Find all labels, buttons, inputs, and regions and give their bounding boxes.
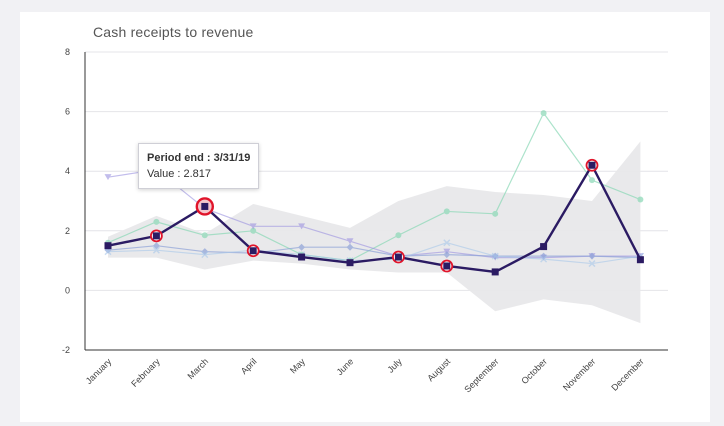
x-tick-label-november: November — [561, 356, 597, 392]
y-tick-label-6: 6 — [65, 107, 70, 117]
x-tick-label-august: August — [425, 356, 452, 383]
series-group — [104, 110, 644, 276]
point-primary-march — [201, 202, 209, 210]
x-tick-label-june: June — [335, 356, 356, 377]
point-peer-d-november — [588, 260, 596, 268]
point-primary-july — [394, 253, 402, 261]
point-peer-a-november — [589, 177, 595, 184]
point-peer-c-may — [298, 243, 306, 251]
point-peer-d-september — [491, 252, 499, 260]
range-band-area — [108, 141, 641, 324]
point-peer-d-february — [152, 246, 160, 254]
point-peer-a-august — [443, 208, 450, 215]
point-peer-d-march — [201, 251, 209, 259]
point-peer-a-october — [540, 110, 547, 117]
x-tick-label-may: May — [288, 356, 307, 375]
y-tick-label-8: 8 — [65, 47, 70, 57]
x-tick-label-february: February — [129, 356, 162, 389]
x-tick-label-april: April — [239, 356, 259, 376]
point-peer-a-february — [153, 218, 160, 225]
point-primary-february — [152, 232, 160, 240]
point-primary-january — [104, 242, 112, 250]
x-tick-label-march: March — [185, 356, 210, 381]
tooltip-value: Value : 2.817 — [147, 168, 212, 180]
y-tick-label-0: 0 — [65, 285, 70, 295]
point-peer-d-january — [104, 248, 112, 256]
y-tick-label--2: -2 — [62, 345, 70, 355]
x-tick-label-july: July — [385, 356, 404, 375]
point-primary-september — [491, 268, 499, 276]
point-peer-c-june — [346, 243, 354, 251]
point-primary-may — [298, 253, 306, 261]
point-peer-b-january — [104, 174, 112, 181]
point-peer-d-august — [443, 239, 451, 247]
x-tick-label-september: September — [462, 356, 500, 394]
chart-title: Cash receipts to revenue — [93, 24, 254, 40]
point-peer-a-december — [637, 196, 644, 203]
point-peer-c-november — [588, 252, 596, 260]
point-peer-b-april — [249, 223, 257, 230]
point-peer-a-july — [395, 232, 402, 239]
y-tick-label-2: 2 — [65, 226, 70, 236]
point-primary-august — [443, 262, 451, 270]
point-primary-november — [588, 161, 596, 169]
series-line-primary — [107, 164, 642, 274]
range-band — [108, 141, 641, 324]
x-tick-label-december: December — [609, 356, 645, 392]
series-line-peer-c — [107, 245, 641, 259]
series-line-peer-b — [107, 169, 641, 259]
point-primary-october — [540, 243, 548, 251]
point-primary-april — [249, 247, 257, 255]
x-tick-label-october: October — [519, 356, 549, 386]
point-peer-b-may — [298, 223, 306, 230]
point-peer-a-march — [201, 232, 208, 239]
point-primary-june — [346, 259, 354, 267]
series-primary — [104, 158, 644, 276]
y-tick-label-4: 4 — [65, 166, 70, 176]
point-primary-december — [636, 256, 644, 264]
point-peer-b-june — [346, 238, 354, 245]
axes — [84, 52, 668, 351]
series-line-peer-a — [107, 112, 641, 262]
point-peer-a-september — [492, 210, 499, 217]
tooltip-title: Period end : 3/31/19 — [147, 152, 251, 164]
x-tick-label-january: January — [84, 356, 114, 386]
point-peer-d-october — [540, 255, 548, 263]
tooltip: Period end : 3/31/19 Value : 2.817 — [138, 143, 260, 189]
point-peer-c-august — [443, 251, 451, 259]
point-peer-a-april — [250, 227, 257, 234]
